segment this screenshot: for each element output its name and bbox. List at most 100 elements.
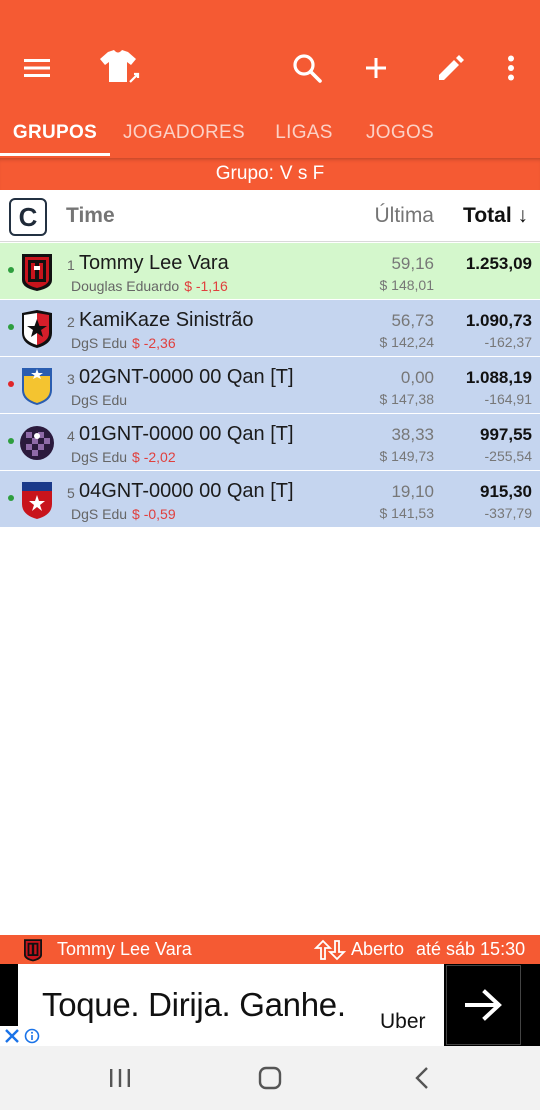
row-diff: -255,54 <box>484 448 532 464</box>
home-icon[interactable] <box>250 1064 290 1092</box>
header-total-label: Total <box>463 204 512 227</box>
row-owner: DgS Edu $ -2,02 <box>71 449 176 465</box>
tab-bar: GRUPOS JOGADORES LIGAS JOGOS <box>0 108 540 158</box>
row-team-name: 04GNT-0000 00 Qan [T] <box>79 480 294 502</box>
row-team-name: 02GNT-0000 00 Qan [T] <box>79 366 294 388</box>
close-icon[interactable] <box>4 1028 20 1044</box>
table-row[interactable]: 2 KamiKaze Sinistrão DgS Edu $ -2,36 56,7… <box>0 300 540 357</box>
status-team-name: Tommy Lee Vara <box>57 939 192 959</box>
row-rank: 5 <box>67 485 75 501</box>
row-owner-name: DgS Edu <box>71 449 128 465</box>
row-delta: $ -2,02 <box>132 449 176 465</box>
tab-jogadores[interactable]: JOGADORES <box>123 122 245 143</box>
row-rank: 4 <box>67 428 75 444</box>
row-owner: Douglas Eduardo $ -1,16 <box>71 278 228 294</box>
search-icon[interactable] <box>289 50 325 86</box>
header-total[interactable]: Total ↓ <box>463 204 528 228</box>
row-total: 1.253,09 <box>465 254 532 273</box>
swap-arrows-icon <box>313 939 346 961</box>
row-price: $ 141,53 <box>379 505 435 521</box>
row-last-score: 59,16 <box>391 254 434 273</box>
tab-jogos[interactable]: JOGOS <box>365 122 434 143</box>
row-delta: $ -2,36 <box>132 335 176 351</box>
ad-content[interactable]: Toque. Dirija. Ganhe. Uber <box>18 964 444 1046</box>
row-total: 1.090,73 <box>465 311 532 330</box>
table-row[interactable]: 3 02GNT-0000 00 Qan [T] DgS Edu 0,00 $ 1… <box>0 357 540 414</box>
row-owner: DgS Edu $ -2,36 <box>71 335 176 351</box>
table-row[interactable]: 4 01GNT-0000 00 Qan [T] DgS Edu $ -2,02 3… <box>0 414 540 471</box>
team-crest-icon <box>22 482 52 519</box>
table-header: C Time Última Total ↓ <box>0 190 540 242</box>
header-team[interactable]: Time <box>66 204 115 227</box>
system-nav-bar <box>0 1046 540 1110</box>
championship-badge[interactable]: C <box>9 198 47 236</box>
row-diff: -164,91 <box>484 391 532 407</box>
tab-indicator <box>0 153 110 156</box>
info-icon[interactable] <box>24 1028 40 1044</box>
row-owner-name: Douglas Eduardo <box>71 278 180 294</box>
row-total: 915,30 <box>480 482 532 501</box>
status-dot <box>8 495 14 501</box>
more-vertical-icon[interactable] <box>493 50 529 86</box>
row-owner: DgS Edu <box>71 392 132 408</box>
tab-grupos[interactable]: GRUPOS <box>12 122 98 143</box>
plus-icon[interactable] <box>358 50 394 86</box>
back-icon[interactable] <box>402 1064 442 1092</box>
market-status-bar[interactable]: Tommy Lee Vara Aberto até sáb 15:30 <box>0 935 540 964</box>
row-last-score: 38,33 <box>391 425 434 444</box>
row-diff: -337,79 <box>484 505 532 521</box>
recent-apps-icon[interactable] <box>100 1064 140 1092</box>
market-status: Aberto <box>351 939 405 959</box>
row-owner: DgS Edu $ -0,59 <box>71 506 176 522</box>
ad-headline: Toque. Dirija. Ganhe. <box>42 986 346 1023</box>
market-deadline: até sáb 15:30 <box>416 939 526 959</box>
row-total: 997,55 <box>480 425 532 444</box>
team-crest-icon <box>22 310 52 348</box>
tab-ligas[interactable]: LIGAS <box>275 122 333 143</box>
group-bar[interactable]: Grupo: V s F <box>0 158 540 190</box>
status-dot <box>8 381 14 387</box>
status-dot <box>8 438 14 444</box>
row-rank: 1 <box>67 257 75 273</box>
shirt-icon[interactable] <box>94 50 142 86</box>
table-row[interactable]: 5 04GNT-0000 00 Qan [T] DgS Edu $ -0,59 1… <box>0 471 540 528</box>
team-crest-icon <box>22 254 52 291</box>
row-delta: $ -1,16 <box>184 278 228 294</box>
row-team-name: Tommy Lee Vara <box>79 252 229 274</box>
row-diff: -162,37 <box>484 334 532 350</box>
team-crest-icon <box>20 426 54 460</box>
arrow-right-icon[interactable] <box>446 965 521 1045</box>
row-last-score: 56,73 <box>391 311 434 330</box>
row-last-score: 0,00 <box>400 368 434 387</box>
row-rank: 2 <box>67 314 75 330</box>
group-name: V s F <box>279 163 325 184</box>
row-price: $ 148,01 <box>379 277 435 293</box>
row-owner-name: DgS Edu <box>71 392 128 408</box>
ad-banner[interactable]: Toque. Dirija. Ganhe. Uber <box>0 964 540 1046</box>
row-team-name: 01GNT-0000 00 Qan [T] <box>79 423 294 445</box>
row-owner-name: DgS Edu <box>71 335 128 351</box>
status-dot <box>8 267 14 273</box>
ad-brand: Uber <box>380 1010 426 1033</box>
row-owner-name: DgS Edu <box>71 506 128 522</box>
row-rank: 3 <box>67 371 75 387</box>
row-team-name: KamiKaze Sinistrão <box>79 309 254 331</box>
row-price: $ 149,73 <box>379 448 435 464</box>
pencil-icon[interactable] <box>432 50 468 86</box>
app-bar: GRUPOS JOGADORES LIGAS JOGOS <box>0 0 540 158</box>
team-crest-icon <box>24 939 42 962</box>
team-list: 1 Tommy Lee Vara Douglas Eduardo $ -1,16 … <box>0 243 540 528</box>
row-delta: $ -0,59 <box>132 506 176 522</box>
header-last[interactable]: Última <box>374 204 434 227</box>
ad-close-controls <box>0 1026 42 1046</box>
team-crest-icon <box>22 368 52 405</box>
row-last-score: 19,10 <box>391 482 434 501</box>
menu-icon[interactable] <box>19 50 55 86</box>
row-price: $ 147,38 <box>379 391 435 407</box>
row-price: $ 142,24 <box>379 334 435 350</box>
sort-arrow-icon: ↓ <box>517 204 529 227</box>
toolbar <box>0 30 540 106</box>
table-row[interactable]: 1 Tommy Lee Vara Douglas Eduardo $ -1,16 … <box>0 243 540 300</box>
row-total: 1.088,19 <box>465 368 532 387</box>
